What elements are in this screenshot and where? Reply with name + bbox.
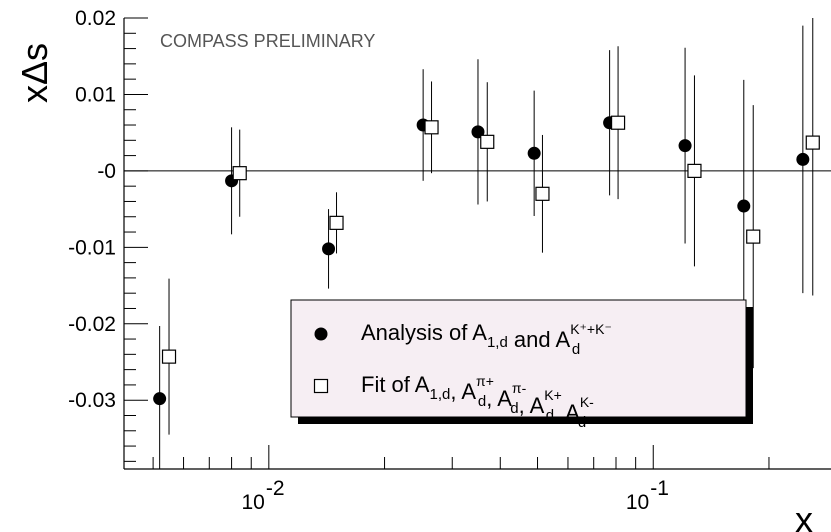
x-axis-title: x xyxy=(795,499,813,532)
data-point-square xyxy=(424,120,439,135)
data-point-square xyxy=(535,186,550,201)
data-point-circle xyxy=(796,152,810,166)
data-point-circle xyxy=(737,199,751,213)
legend-subscript: d xyxy=(546,407,554,424)
y-tick-label: -0.03 xyxy=(68,389,116,412)
legend-marker-circle xyxy=(314,327,328,341)
legend-superscript: K⁺+K⁻ xyxy=(570,321,612,337)
legend-subscript: 1,d xyxy=(429,386,450,403)
data-point-square xyxy=(610,115,626,130)
data-point-square xyxy=(746,229,761,244)
legend-text-run: , A xyxy=(519,393,545,418)
legend-superscript: π+ xyxy=(476,373,494,389)
legend-text-run: and A xyxy=(508,327,571,352)
x-tick-label: 10 xyxy=(626,491,649,514)
legend-text-run: Fit of A xyxy=(361,372,430,397)
data-point-square xyxy=(687,163,702,178)
legend-text-run: , A xyxy=(450,379,476,404)
legend-subscript: d xyxy=(510,400,518,417)
y-axis-title: xΔs xyxy=(14,43,55,103)
data-point-circle xyxy=(678,139,692,153)
legend-text-run: Analysis of A xyxy=(361,320,487,345)
y-tick-label: 0.02 xyxy=(75,7,116,30)
data-point-circle xyxy=(527,146,541,160)
legend-box xyxy=(290,299,747,418)
legend-superscript: π- xyxy=(512,380,527,396)
preliminary-annotation: COMPASS PRELIMINARY xyxy=(160,31,375,51)
x-tick-label: 10 xyxy=(241,491,264,514)
y-tick-label: -0.02 xyxy=(68,313,116,336)
y-tick-label: 0.01 xyxy=(75,83,116,106)
y-tick-label: -0 xyxy=(97,160,116,183)
x-tick-exponent: -2 xyxy=(266,477,285,500)
legend-subscript: d xyxy=(572,341,580,358)
data-point-square xyxy=(480,134,495,149)
data-point-square xyxy=(232,166,247,181)
legend-subscript: d xyxy=(478,393,486,410)
legend-subscript: 1,d xyxy=(487,334,508,351)
y-tick-label: -0.01 xyxy=(68,236,116,259)
data-point-circle xyxy=(153,392,167,406)
legend-text-run: , A xyxy=(486,386,512,411)
legend-entry-label: Fit of A1,d, Aπ+ d, Aπ-d, AK+ d, AK-d xyxy=(361,372,594,431)
legend-marker-square xyxy=(313,378,329,394)
data-point-square xyxy=(805,135,820,150)
legend-subscript: d xyxy=(578,414,586,431)
x-tick-exponent: -1 xyxy=(650,477,669,500)
data-point-square xyxy=(161,349,177,364)
data-point-circle xyxy=(322,242,336,256)
legend-superscript: K+ xyxy=(544,387,562,403)
legend-text-run: , A xyxy=(554,400,580,425)
legend-entry-label: Analysis of A1,d and AK⁺+K⁻ d xyxy=(361,320,612,358)
data-point-square xyxy=(329,215,344,230)
legend-superscript: K- xyxy=(580,394,594,410)
